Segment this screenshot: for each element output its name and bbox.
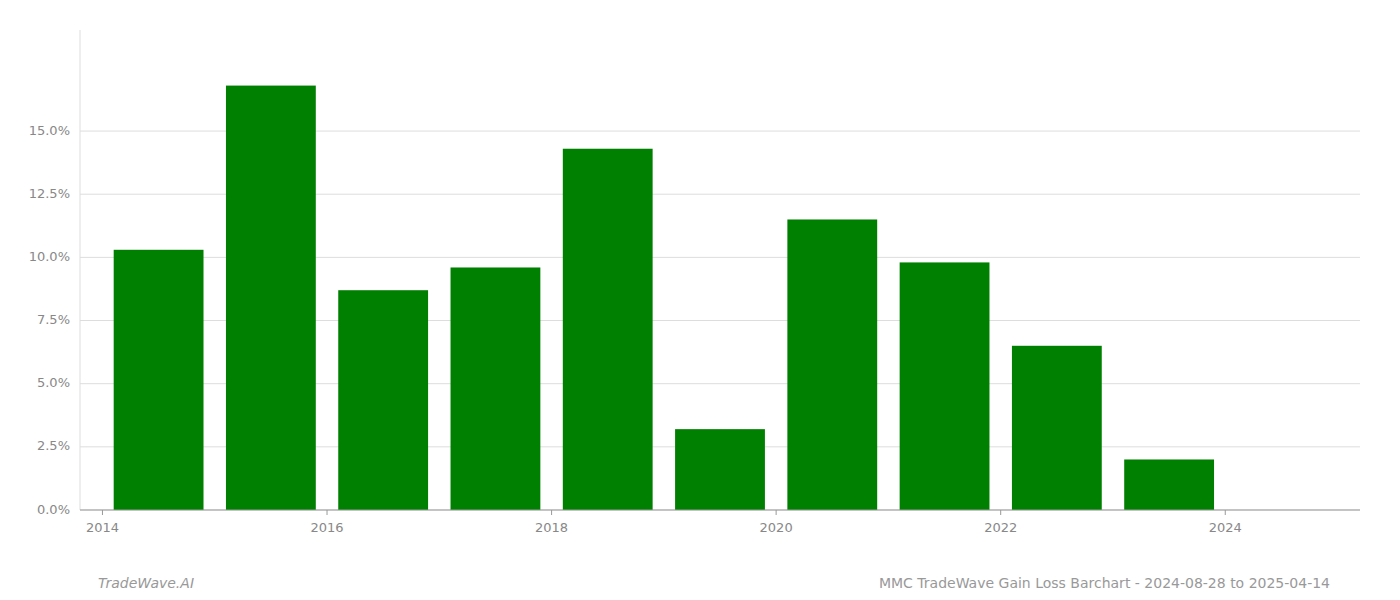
bar	[1012, 346, 1102, 510]
x-tick-label: 2014	[86, 520, 119, 535]
bars	[114, 86, 1214, 510]
y-tick-label: 15.0%	[29, 123, 70, 138]
x-tick	[776, 510, 777, 515]
x-tick-label: 2024	[1209, 520, 1242, 535]
footer-left: TradeWave.AI	[98, 575, 194, 591]
x-tick-label: 2020	[760, 520, 793, 535]
background	[0, 0, 1400, 600]
x-tick	[102, 510, 103, 515]
y-tick-label: 12.5%	[29, 186, 70, 201]
y-tick-label: 0.0%	[37, 502, 70, 517]
bar	[338, 290, 428, 510]
x-tick	[1225, 510, 1226, 515]
x-tick	[327, 510, 328, 515]
x-tick	[551, 510, 552, 515]
y-tick-label: 7.5%	[37, 312, 70, 327]
chart-container: 0.0%2.5%5.0%7.5%10.0%12.5%15.0%201420162…	[0, 0, 1400, 600]
y-tick-labels: 0.0% 2.5% 5.0% 7.5% 10.0% 12.5% 15.0%	[29, 123, 70, 517]
bar	[226, 86, 316, 510]
grid-line	[80, 510, 1360, 511]
bar	[900, 262, 990, 510]
y-axis-line	[80, 30, 81, 510]
bar	[675, 429, 765, 510]
x-axis: 2014 2016 2018 2020 2022 2024	[80, 510, 1360, 535]
footer-right: MMC TradeWave Gain Loss Barchart - 2024-…	[879, 575, 1330, 591]
chart-svg: 0.0%2.5%5.0%7.5%10.0%12.5%15.0%201420162…	[0, 0, 1400, 600]
bar	[451, 267, 541, 510]
bar	[563, 149, 653, 510]
bar	[1124, 459, 1214, 510]
x-axis-line	[80, 510, 1360, 511]
bar	[787, 219, 877, 510]
y-tick-label: 2.5%	[37, 438, 70, 453]
x-tick-label: 2022	[984, 520, 1017, 535]
y-tick-label: 10.0%	[29, 249, 70, 264]
x-tick	[1000, 510, 1001, 515]
bar	[114, 250, 204, 510]
x-tick-label: 2018	[535, 520, 568, 535]
x-tick-label: 2016	[310, 520, 343, 535]
y-tick-label: 5.0%	[37, 375, 70, 390]
